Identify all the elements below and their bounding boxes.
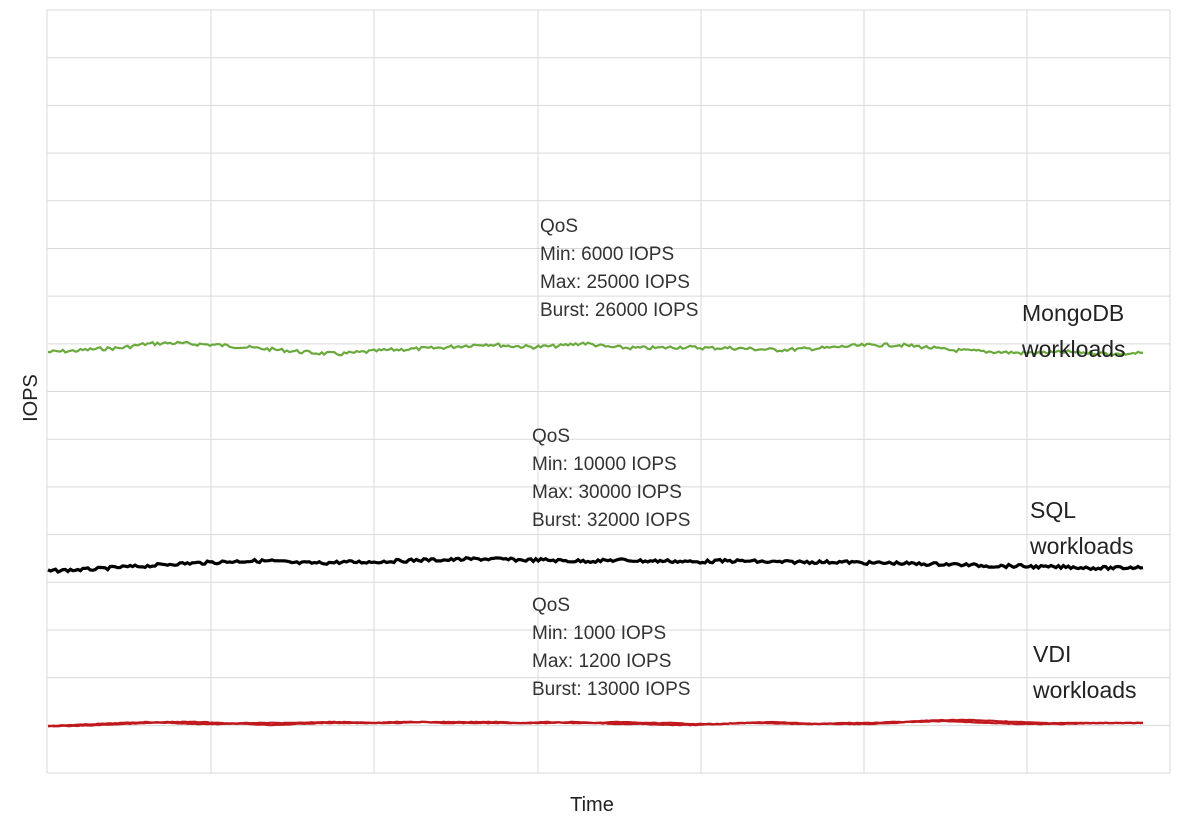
vdi-qos-line: Min: 1000 IOPS [532,623,666,644]
vdi-series-line-b [48,719,1144,728]
mongodb-series-label: MongoDB [1022,300,1124,326]
vdi-qos-line: Burst: 13000 IOPS [532,679,690,700]
mongodb-series-label: workloads [1021,336,1126,362]
sql-series-label: workloads [1029,533,1134,559]
sql-qos-line: Burst: 32000 IOPS [532,510,690,531]
chart-grid [46,9,1171,774]
y-axis-label: IOPS [20,374,42,422]
series-labels: MongoDB workloads SQL workloads VDI workloads [1021,300,1137,703]
qos-annotations: QoS Min: 6000 IOPS Max: 25000 IOPS Burst: 2… [532,216,698,700]
series-lines [47,340,1144,728]
mongodb-qos-line: Min: 6000 IOPS [540,244,674,265]
sql-qos-line: Max: 30000 IOPS [532,482,682,503]
sql-qos-line: Min: 10000 IOPS [532,454,677,475]
mongodb-qos-line: Max: 25000 IOPS [540,272,690,293]
mongodb-qos-line: QoS [540,216,578,237]
vdi-qos-line: QoS [532,595,570,616]
sql-qos-line: QoS [532,426,570,447]
vdi-series-label: VDI [1033,641,1071,667]
sql-series-line [47,555,1144,574]
x-axis-label: Time [570,794,614,816]
vdi-qos-line: Max: 1200 IOPS [532,651,671,672]
mongodb-qos-line: Burst: 26000 IOPS [540,300,698,321]
vdi-series-label: workloads [1032,677,1137,703]
sql-series-label: SQL [1030,497,1076,523]
mongodb-series-line [47,340,1144,357]
